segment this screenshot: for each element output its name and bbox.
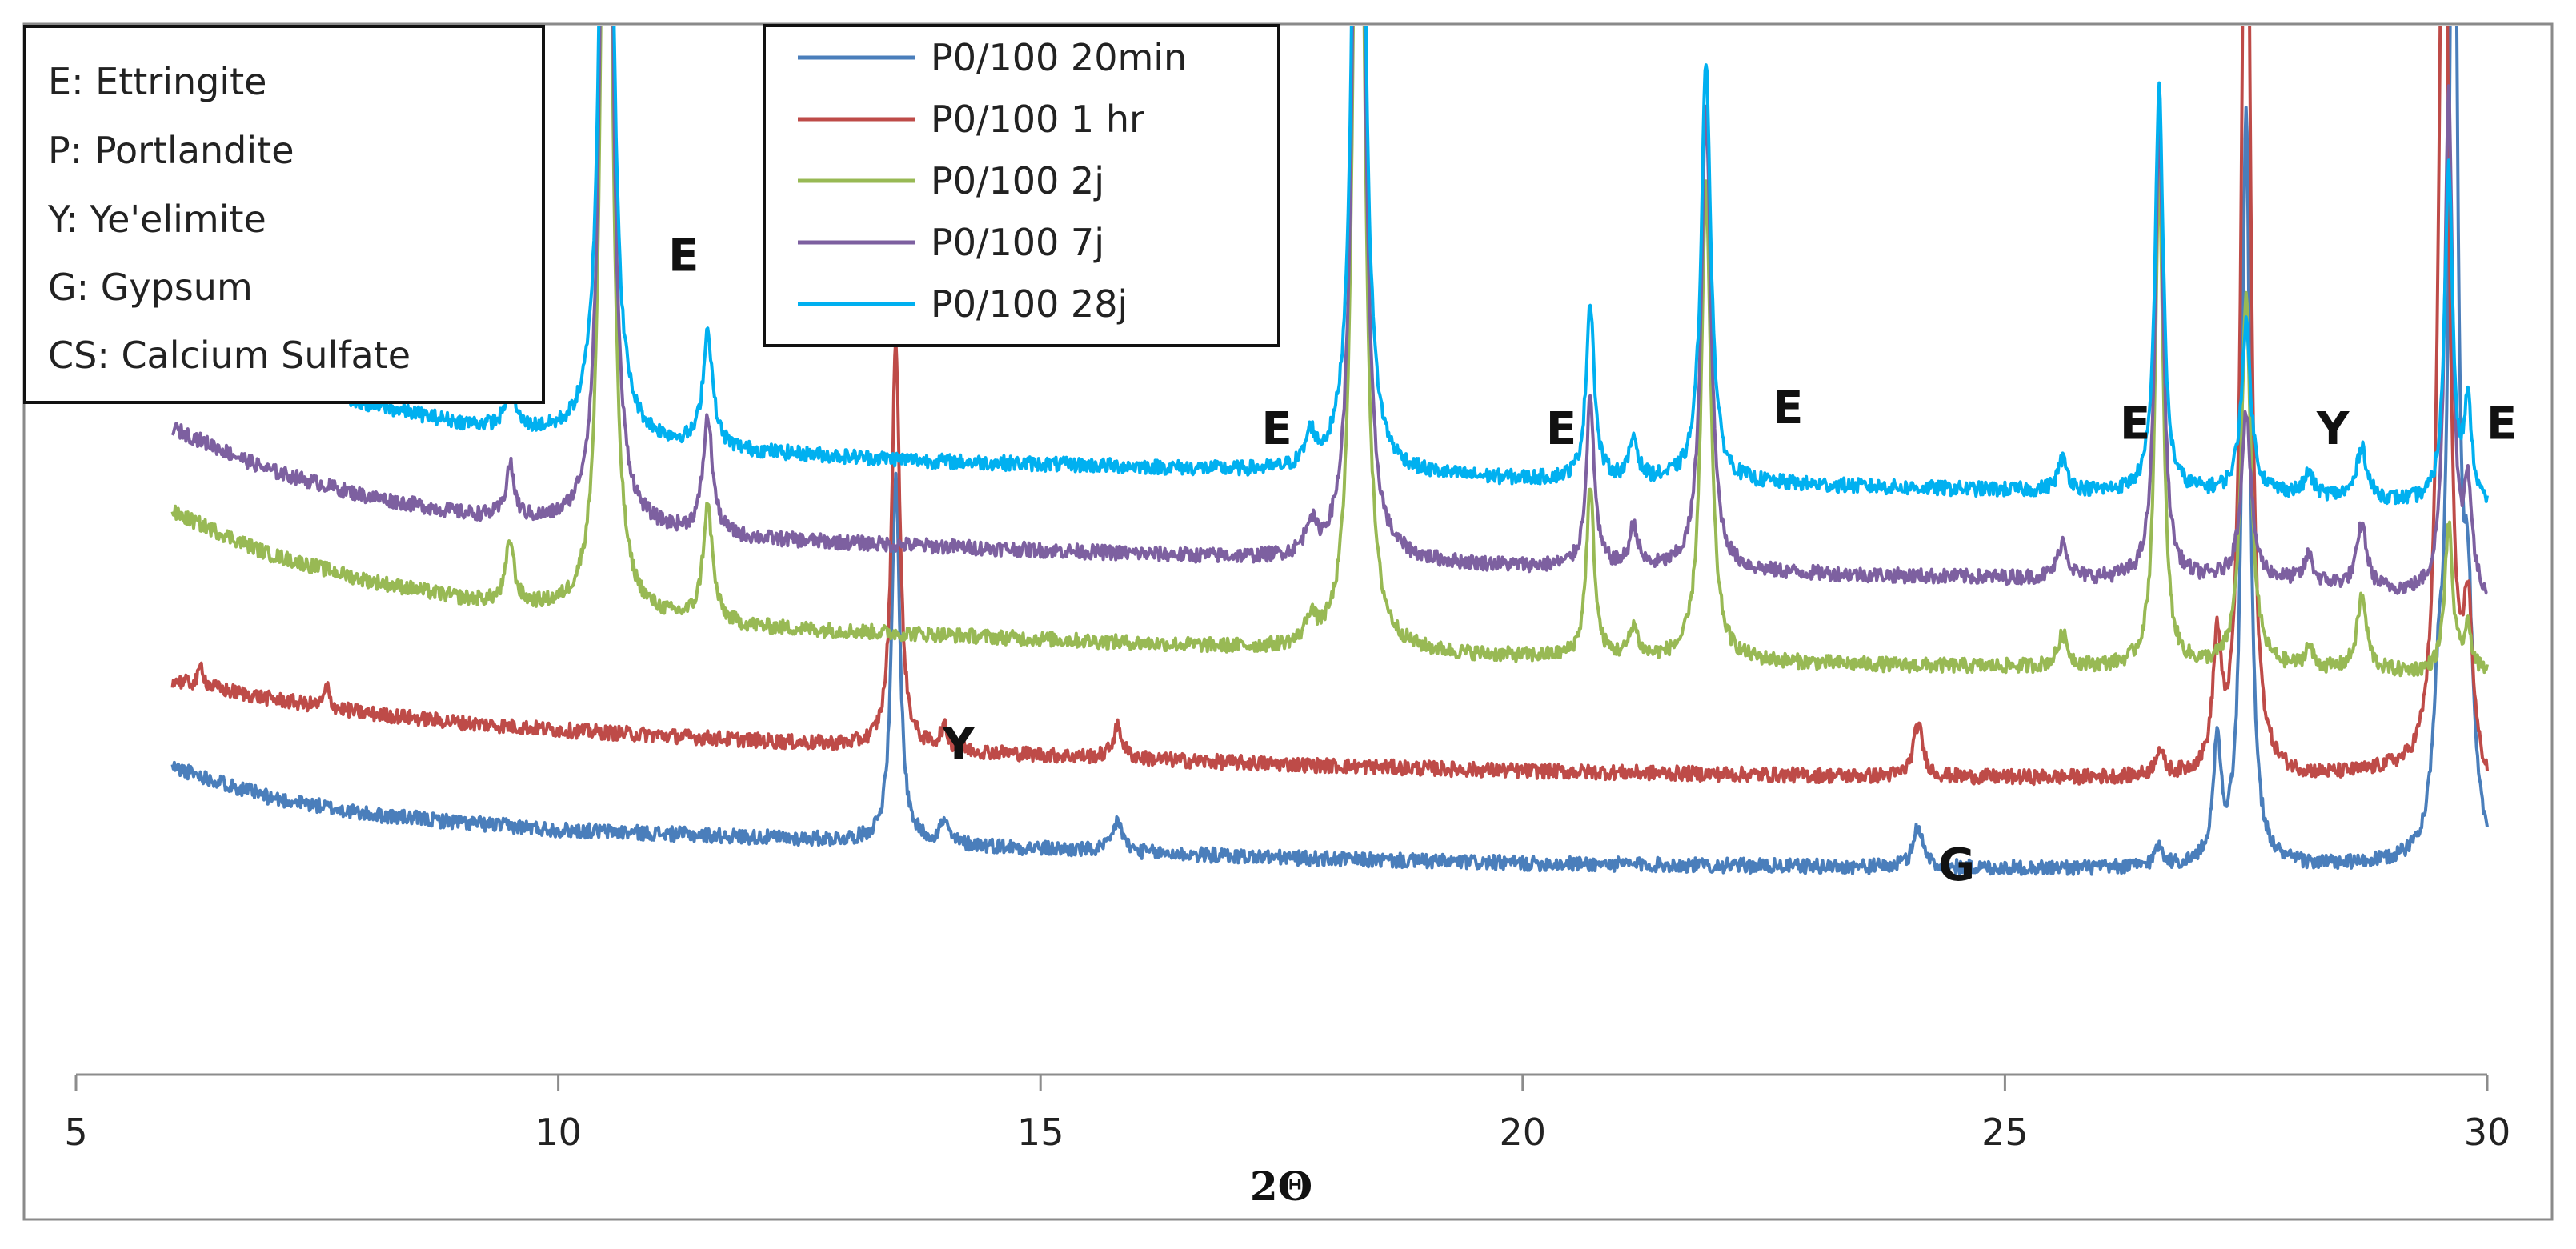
- legend-label-3: P0/100 7j: [931, 221, 1104, 264]
- series-legend: P0/100 20min P0/100 1 hr P0/100 2j P0/100 7…: [798, 36, 1187, 326]
- phase-annotation-4: E: [2120, 398, 2150, 450]
- legend-label-1: P0/100 1 hr: [931, 98, 1144, 141]
- phase-key-gypsum: G: Gypsum: [48, 266, 253, 309]
- x-axis-label: 2Θ: [1250, 1163, 1312, 1210]
- phase-annotations: E E E E E Y E Y G: [668, 230, 2517, 892]
- series-line-0: [170, 26, 2489, 876]
- series-layer: [170, 26, 2489, 876]
- phase-annotation-1: E: [1261, 403, 1292, 455]
- phase-annotation-2: E: [1546, 403, 1576, 455]
- series-line-1: [170, 26, 2489, 787]
- series-line-4: [170, 26, 2489, 506]
- phase-annotation-6: E: [2486, 398, 2517, 450]
- x-tick-label-3: 20: [1500, 1111, 1547, 1154]
- phase-key-calcium-sulfate: CS: Calcium Sulfate: [48, 334, 411, 377]
- x-ticks: 5 10 15 20 25 30: [64, 1075, 2510, 1154]
- phase-key-box: [23, 25, 545, 404]
- x-tick-label-2: 15: [1017, 1111, 1064, 1154]
- x-tick-label-0: 5: [64, 1111, 87, 1154]
- series-line-3: [170, 26, 2488, 595]
- legend-label-4: P0/100 28j: [931, 282, 1128, 326]
- phase-annotation-3: E: [1773, 382, 1803, 434]
- x-tick-label-4: 25: [1981, 1111, 2029, 1154]
- phase-key-yeelimite: Y: Ye'elimite: [47, 198, 266, 241]
- series-line-2: [170, 26, 2489, 678]
- phase-annotation-5: Y: [2316, 403, 2350, 455]
- x-tick-label-5: 30: [2464, 1111, 2511, 1154]
- phase-annotation-8: G: [1938, 839, 1975, 891]
- legend-label-0: P0/100 20min: [931, 36, 1187, 79]
- phase-annotation-7: Y: [941, 719, 976, 771]
- legend-label-2: P0/100 2j: [931, 159, 1104, 202]
- series-legend-box: [763, 24, 1280, 347]
- phase-annotation-0: E: [668, 230, 699, 282]
- x-tick-label-1: 10: [535, 1111, 582, 1154]
- phase-key-ettringite: E: Ettringite: [48, 60, 266, 103]
- phase-key-portlandite: P: Portlandite: [48, 129, 294, 172]
